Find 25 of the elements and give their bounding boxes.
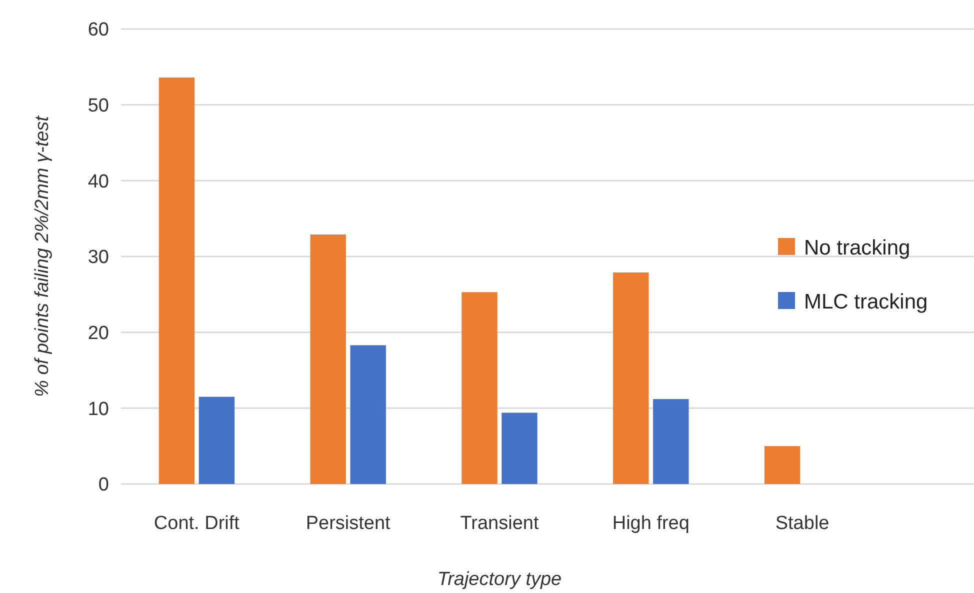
y-tick-label: 0 xyxy=(98,474,109,496)
y-axis-title: % of points failing 2%/2mm γ-test xyxy=(32,115,53,397)
y-tick-label: 50 xyxy=(88,95,109,116)
bar xyxy=(158,78,195,484)
y-tick-label: 10 xyxy=(88,398,109,420)
legend-label: No tracking xyxy=(804,236,910,260)
bar xyxy=(502,412,538,484)
bar xyxy=(613,272,649,484)
bar xyxy=(310,234,346,484)
y-tick-label: 40 xyxy=(88,171,109,192)
x-tick-label: High freq xyxy=(612,513,690,534)
y-tick-label: 20 xyxy=(88,322,109,344)
bar xyxy=(462,292,498,484)
y-tick-label: 60 xyxy=(88,20,109,41)
x-axis-title: Trajectory type xyxy=(437,569,562,590)
y-tick-label: 30 xyxy=(88,247,109,268)
x-tick-label: Transient xyxy=(460,513,540,534)
bar xyxy=(764,446,800,484)
bar xyxy=(198,396,235,484)
legend-label: MLC tracking xyxy=(804,290,928,314)
bar xyxy=(350,345,386,484)
x-tick-label: Stable xyxy=(775,513,830,534)
bar xyxy=(653,399,689,484)
x-tick-label: Cont. Drift xyxy=(154,513,240,534)
x-tick-label: Persistent xyxy=(306,513,392,534)
